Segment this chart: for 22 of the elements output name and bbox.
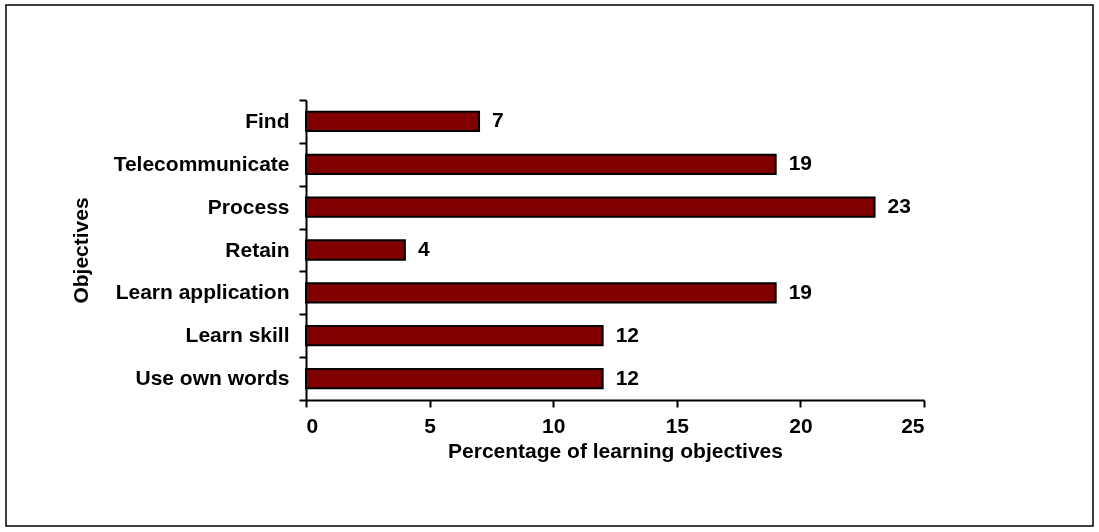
x-tick-label: 20 [789, 413, 813, 437]
x-tick-label: 25 [901, 413, 925, 437]
x-tick-label: 10 [542, 413, 566, 437]
x-tick-label: 0 [306, 413, 319, 437]
data-label: 19 [788, 279, 813, 303]
y-tick-label: Retain [225, 237, 290, 261]
data-label: 4 [417, 237, 430, 260]
x-tick-label: 5 [424, 413, 437, 437]
y-tick-label: Process [207, 194, 290, 218]
data-label: 12 [615, 365, 639, 389]
data-label: 12 [615, 322, 639, 346]
y-tick-label: Find [245, 108, 290, 132]
y-tick-label: Learn application [115, 280, 290, 304]
x-axis-title: Percentage of learning objectives [448, 438, 783, 462]
x-tick-label: 15 [665, 413, 690, 437]
data-label: 19 [788, 151, 813, 175]
y-tick-label: Telecommunicate [113, 151, 290, 175]
y-tick-label: Use own words [135, 366, 290, 390]
data-label: 23 [887, 194, 911, 218]
data-label: 7 [492, 108, 504, 132]
y-axis-title: Objectives [68, 197, 92, 304]
y-tick-label: Learn skill [185, 323, 290, 347]
